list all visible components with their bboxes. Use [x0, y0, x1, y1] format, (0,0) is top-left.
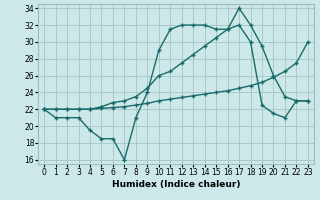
X-axis label: Humidex (Indice chaleur): Humidex (Indice chaleur)	[112, 180, 240, 189]
